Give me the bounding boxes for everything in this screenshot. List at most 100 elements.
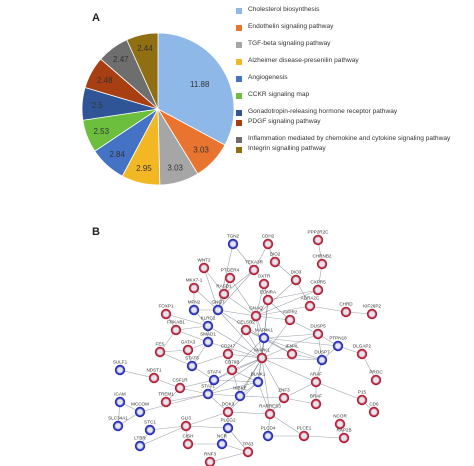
node-label: GATA3: [181, 340, 196, 345]
legend-item: Integrin signalling pathway: [236, 145, 472, 153]
network-node: P15: [356, 390, 368, 406]
node-core: [288, 350, 296, 358]
slice-value-label: 11.88: [190, 80, 210, 89]
network-node: DUSP5: [310, 324, 326, 340]
network-edge: [175, 325, 209, 331]
network-node: PTPN18: [329, 336, 347, 352]
slice-value-label: 2.53: [93, 127, 109, 136]
network-node: CELSR2: [237, 320, 255, 336]
node-label: BLNK1: [251, 372, 266, 377]
node-label: PLCE1: [297, 426, 312, 431]
network-edge: [223, 269, 255, 295]
node-label: PTPN18: [329, 336, 347, 341]
node-core: [156, 348, 164, 356]
network-node: TGN2: [227, 234, 240, 250]
network-node: GLI3: [180, 416, 191, 432]
node-core: [136, 442, 144, 450]
node-label: DIO2: [270, 252, 281, 257]
network-edge: [229, 277, 257, 317]
network-node: DIO2: [270, 252, 281, 268]
node-label: DOK3: [222, 402, 235, 407]
legend-label: Inflammation mediated by chemokine and c…: [248, 135, 451, 142]
legend-swatch: [236, 42, 242, 48]
network-node: GATA3: [181, 340, 196, 356]
network-edge: [149, 425, 187, 431]
node-core: [229, 240, 237, 248]
node-core: [200, 264, 208, 272]
network-edge: [255, 289, 319, 317]
network-edge: [217, 309, 265, 339]
network-node: CD6: [368, 402, 380, 418]
node-label: DLGAP2: [353, 344, 372, 349]
network-node: PROC: [369, 370, 383, 386]
node-label: PLCD4: [261, 426, 276, 431]
network-edge: [231, 337, 265, 371]
node-core: [176, 384, 184, 392]
pie-slice: [126, 32, 159, 110]
node-label: MAP4K1: [255, 328, 274, 333]
network-node: TP63: [243, 442, 254, 458]
node-label: FRKAB1: [167, 320, 185, 325]
node-core: [114, 422, 122, 430]
node-label: TEKA3R: [245, 260, 264, 265]
node-label: DUSP5: [310, 324, 326, 329]
network-node: MAP4K1: [255, 328, 274, 344]
network-edge: [207, 357, 263, 395]
node-core: [260, 334, 268, 342]
node-label: RARRES3: [259, 404, 281, 409]
network-edge: [263, 333, 319, 339]
legend-label: Alzheimer disease-presenilin pathway: [248, 57, 359, 64]
legend-swatch: [236, 120, 242, 126]
node-label: PPP2R2C: [308, 230, 330, 235]
node-label: SMAD1: [200, 332, 216, 337]
network-node: TEKA3R: [245, 260, 264, 276]
node-core: [312, 378, 320, 386]
network-edge: [213, 357, 263, 381]
network-edge: [207, 341, 263, 359]
node-label: STC1: [144, 420, 156, 425]
node-label: CISH: [183, 434, 194, 439]
network-edge: [207, 393, 241, 397]
network-node: PPP2R2C: [308, 230, 330, 246]
network-edge: [119, 369, 155, 379]
network-node: NCOR: [333, 414, 347, 430]
network-node: RASD1: [216, 284, 232, 300]
node-core: [340, 434, 348, 442]
node-label: CHRNB2: [313, 254, 332, 259]
node-core: [220, 290, 228, 298]
network-edge: [261, 357, 317, 383]
node-label: IFI44L: [285, 344, 298, 349]
legend-swatch: [236, 110, 242, 116]
network-node: SLC34A1: [108, 416, 128, 432]
legend-item: CCKR signaling map: [236, 91, 472, 99]
node-core: [334, 342, 342, 350]
node-core: [184, 440, 192, 448]
network-edge: [213, 379, 259, 383]
node-core: [314, 236, 322, 244]
node-core: [286, 316, 294, 324]
node-label: IKBKE: [233, 386, 247, 391]
legend-item: Gonadotropin-releasing hormone receptor …: [236, 108, 472, 116]
node-label: MFN2: [188, 300, 201, 305]
network-node: KLRC2: [201, 316, 216, 332]
node-label: NCR: [217, 434, 228, 439]
network-node: DUSP7: [314, 350, 330, 366]
node-core: [204, 338, 212, 346]
node-core: [312, 400, 320, 408]
legend-swatch: [236, 93, 242, 99]
node-label: RAP2B: [336, 428, 351, 433]
node-label: NDST1: [146, 368, 162, 373]
network-node: CSF1R: [172, 378, 188, 394]
network-edge: [227, 353, 263, 359]
node-label: TREM1: [158, 392, 174, 397]
network-edge: [179, 379, 215, 389]
network-edge: [267, 289, 319, 301]
network-node: BRAF: [310, 394, 322, 410]
network-node: AVPR2: [283, 310, 298, 326]
network-edge: [227, 411, 271, 415]
network-node: CD247: [221, 344, 236, 360]
node-core: [204, 322, 212, 330]
node-label: CSF1R: [172, 378, 188, 383]
legend-item: PDGF signaling pathway: [236, 118, 472, 126]
node-core: [190, 306, 198, 314]
